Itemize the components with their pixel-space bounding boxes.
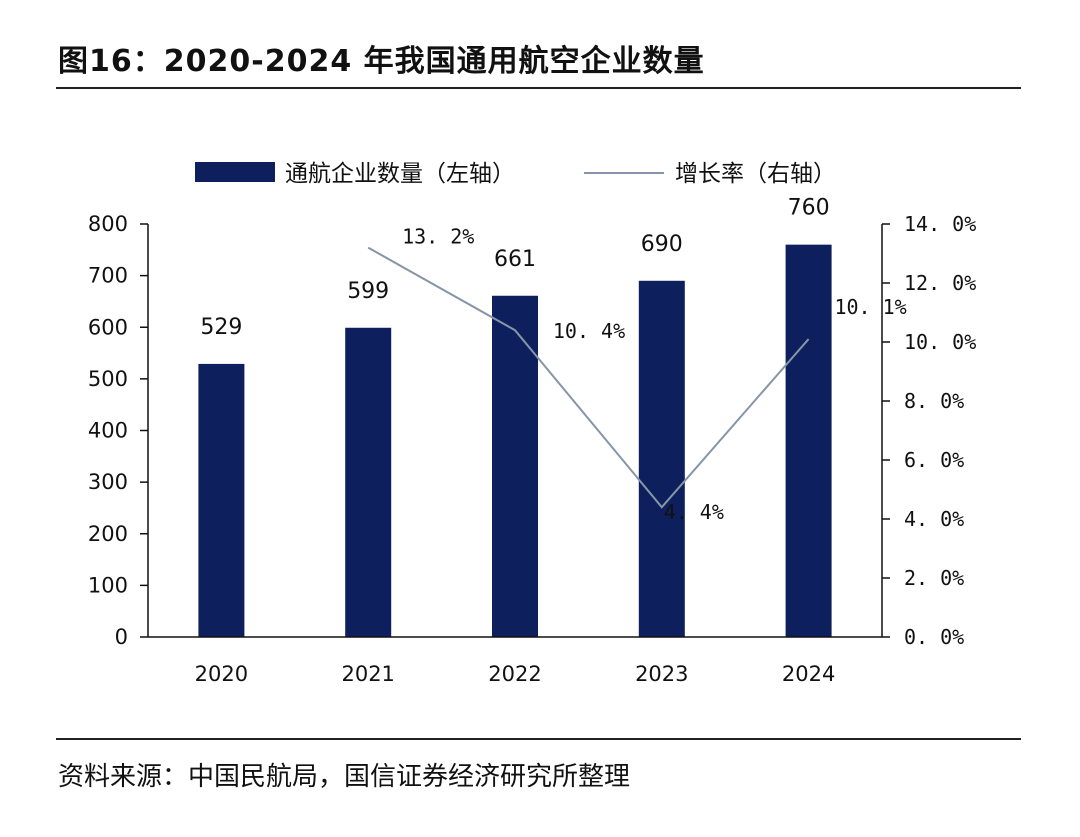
right-tick-label: 14. 0% xyxy=(904,212,976,236)
x-tick-label: 2024 xyxy=(782,662,835,686)
left-tick-label: 200 xyxy=(88,522,128,546)
line-series: 13. 2% 10. 4% 4. 4% 10. 1% xyxy=(367,225,907,524)
x-axis: 2020 2021 2022 2023 2024 xyxy=(148,636,882,686)
bar xyxy=(638,280,685,637)
bar xyxy=(785,244,832,637)
left-tick-label: 100 xyxy=(88,573,128,597)
chart-title: 图16：2020-2024 年我国通用航空企业数量 xyxy=(58,44,705,79)
bar xyxy=(345,327,392,637)
left-tick-label: 300 xyxy=(88,470,128,494)
right-tick-label: 6. 0% xyxy=(904,448,964,472)
x-tick-label: 2022 xyxy=(488,662,541,686)
left-tick-label: 800 xyxy=(88,212,128,236)
legend-line-label: 增长率（右轴） xyxy=(675,161,836,187)
x-tick-label: 2021 xyxy=(341,662,394,686)
bar-value-label: 661 xyxy=(494,247,536,272)
source-note: 资料来源：中国民航局，国信证券经济研究所整理 xyxy=(58,762,631,792)
bar-value-label: 690 xyxy=(641,232,683,257)
legend-bar-swatch xyxy=(195,162,275,182)
bar xyxy=(198,363,245,637)
growth-line xyxy=(367,246,810,509)
right-tick-label: 12. 0% xyxy=(904,271,976,295)
right-tick-label: 10. 0% xyxy=(904,330,976,354)
line-value-label: 10. 1% xyxy=(834,295,906,319)
top-divider xyxy=(56,87,1021,89)
legend-bar-label: 通航企业数量（左轴） xyxy=(285,161,515,187)
combo-chart: 通航企业数量（左轴） 增长率（右轴） 0 100 200 300 400 500 600 700… xyxy=(88,161,976,686)
left-axis: 0 100 200 300 400 500 600 700 800 xyxy=(88,212,149,649)
left-tick-label: 600 xyxy=(88,315,128,339)
line-value-label: 4. 4% xyxy=(664,500,724,524)
bar-value-label: 529 xyxy=(200,315,242,340)
bar xyxy=(492,295,538,637)
x-tick-label: 2020 xyxy=(195,662,248,686)
left-tick-label: 0 xyxy=(115,625,128,649)
line-value-label: 10. 4% xyxy=(553,319,625,343)
x-tick-label: 2023 xyxy=(635,662,688,686)
bottom-divider xyxy=(56,738,1021,740)
right-tick-label: 2. 0% xyxy=(904,566,964,590)
bar-value-label: 599 xyxy=(347,279,389,304)
left-tick-label: 500 xyxy=(88,367,128,391)
line-value-label: 13. 2% xyxy=(402,225,474,249)
right-axis: 0. 0% 2. 0% 4. 0% 6. 0% 8. 0% 10. 0% 12. 0% 14.… xyxy=(881,212,976,649)
right-tick-label: 4. 0% xyxy=(904,507,964,531)
right-tick-label: 0. 0% xyxy=(904,625,964,649)
legend: 通航企业数量（左轴） 增长率（右轴） xyxy=(195,161,836,187)
right-tick-label: 8. 0% xyxy=(904,389,964,413)
bar-value-label: 760 xyxy=(788,196,830,221)
bar-series: 529 599 661 690 760 xyxy=(198,196,832,637)
left-tick-label: 700 xyxy=(88,264,128,288)
left-tick-label: 400 xyxy=(88,419,128,443)
